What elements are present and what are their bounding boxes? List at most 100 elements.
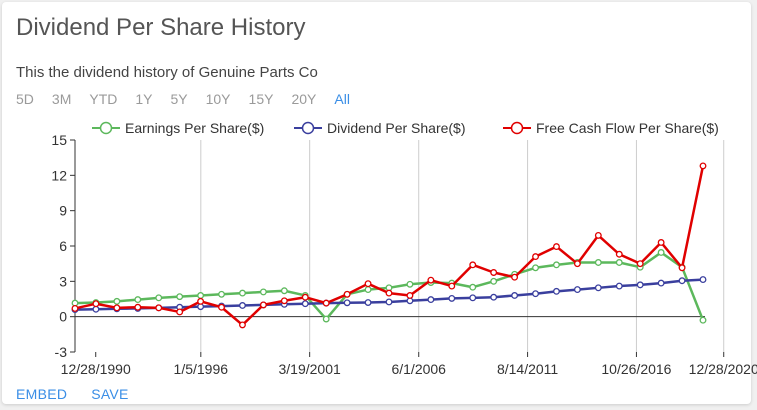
range-selector: 5D 3M YTD 1Y 5Y 10Y 15Y 20Y All — [16, 91, 368, 107]
data-point-dividend — [343, 299, 351, 307]
data-point-earnings — [657, 249, 665, 256]
data-point-dividend — [301, 300, 309, 308]
legend-marker-earnings — [99, 121, 113, 135]
data-point-earnings — [322, 315, 330, 323]
data-point-earnings — [218, 290, 225, 298]
data-point-free — [657, 239, 665, 246]
data-point-free — [594, 231, 602, 239]
data-point-free — [490, 269, 498, 276]
save-link[interactable]: SAVE — [91, 386, 129, 402]
data-point-free — [259, 301, 267, 309]
range-10y[interactable]: 10Y — [205, 91, 231, 107]
data-point-dividend — [678, 277, 686, 285]
data-point-earnings — [553, 261, 560, 269]
data-point-dividend — [92, 305, 100, 313]
data-point-earnings — [615, 259, 623, 266]
range-3m[interactable]: 3M — [51, 91, 72, 107]
data-point-earnings — [197, 292, 205, 299]
data-point-free — [343, 290, 351, 298]
range-5y[interactable]: 5Y — [170, 91, 188, 107]
data-point-free — [573, 260, 581, 268]
range-1y[interactable]: 1Y — [135, 91, 153, 107]
page-title: Dividend Per Share History — [16, 14, 306, 41]
data-point-earnings — [155, 294, 163, 302]
legend-label-free: Free Cash Flow Per Share($) — [536, 120, 719, 136]
y-tick-label: 12 — [51, 167, 67, 183]
data-point-free — [636, 260, 644, 268]
data-point-free — [406, 292, 414, 299]
footer-links: EMBED SAVE — [16, 386, 149, 402]
legend-label-earnings: Earnings Per Share($) — [125, 120, 264, 136]
data-point-earnings — [176, 293, 184, 301]
x-tick-label: 12/28/2020 — [689, 361, 757, 377]
data-point-earnings — [259, 288, 267, 296]
data-point-dividend — [448, 294, 456, 302]
data-point-dividend — [364, 299, 372, 306]
data-point-earnings — [113, 297, 121, 305]
data-point-free — [92, 300, 100, 308]
data-point-earnings — [239, 289, 246, 297]
embed-link[interactable]: EMBED — [16, 386, 68, 402]
data-point-dividend — [427, 296, 435, 304]
data-point-dividend — [636, 281, 644, 289]
data-point-free — [239, 321, 246, 329]
data-point-free — [678, 264, 686, 272]
data-point-earnings — [532, 264, 539, 272]
data-point-free — [218, 303, 225, 311]
y-tick-label: -3 — [55, 344, 68, 360]
legend-marker-free — [510, 121, 524, 135]
data-point-earnings — [699, 316, 707, 324]
range-15y[interactable]: 15Y — [248, 91, 274, 107]
data-point-earnings — [280, 287, 288, 295]
data-point-free — [280, 297, 288, 305]
range-5d[interactable]: 5D — [16, 91, 34, 107]
data-point-free — [448, 282, 456, 290]
y-tick-label: 15 — [51, 132, 67, 148]
data-point-earnings — [134, 296, 142, 304]
legend-label-dividend: Dividend Per Share($) — [327, 120, 466, 136]
data-point-dividend — [553, 287, 560, 295]
y-tick-label: 9 — [59, 203, 67, 219]
data-point-free — [155, 304, 163, 312]
data-point-dividend — [532, 290, 539, 298]
data-point-free — [469, 261, 477, 269]
data-point-free — [615, 250, 623, 258]
range-20y[interactable]: 20Y — [291, 91, 317, 107]
data-point-free — [134, 303, 142, 311]
data-point-free — [427, 276, 435, 284]
chart-subtitle: This the dividend history of Genuine Par… — [16, 64, 318, 81]
data-point-dividend — [573, 286, 581, 294]
data-point-free — [71, 304, 79, 312]
chart-card: Dividend Per Share History This the divi… — [2, 2, 751, 404]
y-tick-label: 0 — [59, 309, 67, 325]
data-point-free — [197, 297, 205, 305]
data-point-dividend — [469, 294, 477, 302]
range-ytd[interactable]: YTD — [89, 91, 118, 107]
data-point-earnings — [469, 283, 477, 291]
data-point-dividend — [239, 302, 246, 309]
data-point-free — [532, 253, 539, 261]
x-tick-label: 8/14/2011 — [497, 361, 558, 377]
x-tick-label: 3/19/2001 — [279, 361, 341, 377]
data-point-free — [113, 304, 121, 312]
data-point-free — [699, 162, 707, 170]
data-point-dividend — [657, 279, 665, 287]
data-point-earnings — [490, 277, 498, 285]
y-tick-label: 3 — [59, 273, 67, 289]
data-point-earnings — [406, 280, 414, 288]
x-tick-label: 1/5/1996 — [174, 361, 229, 377]
data-point-dividend — [511, 292, 519, 299]
data-point-free — [385, 289, 393, 297]
data-point-free — [322, 299, 330, 307]
range-all[interactable]: All — [334, 91, 350, 107]
data-point-free — [553, 243, 560, 251]
y-tick-label: 6 — [59, 238, 67, 254]
data-point-free — [176, 308, 184, 316]
data-point-dividend — [699, 276, 707, 284]
data-point-free — [511, 273, 519, 281]
data-point-free — [301, 293, 309, 301]
data-point-free — [364, 280, 372, 288]
legend-marker-dividend — [301, 121, 315, 135]
x-tick-label: 6/1/2006 — [391, 361, 446, 377]
